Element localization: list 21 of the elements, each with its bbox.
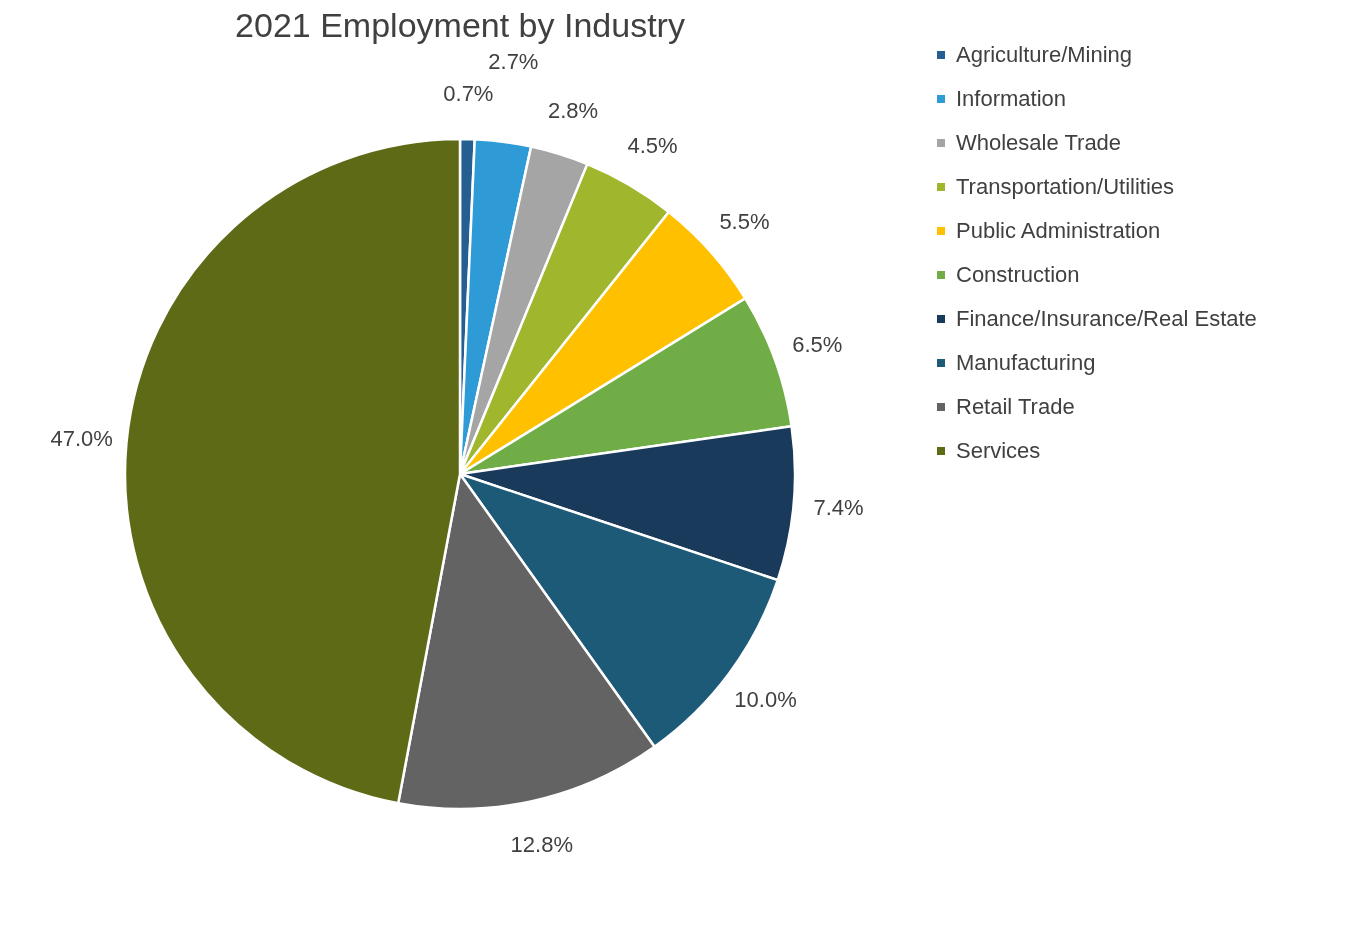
- legend-label: Services: [956, 438, 1041, 463]
- data-label: 2.7%: [488, 49, 539, 75]
- data-label: 12.8%: [510, 832, 573, 858]
- legend-label: Information: [956, 86, 1067, 111]
- data-label: 5.5%: [719, 209, 770, 235]
- legend-label: Wholesale Trade: [956, 130, 1122, 155]
- data-label: 7.4%: [813, 495, 864, 521]
- legend-label: Construction: [956, 262, 1080, 287]
- data-label: 4.5%: [627, 133, 678, 159]
- data-label: 2.8%: [547, 98, 599, 124]
- chart-title: 2021 Employment by Industry: [235, 6, 685, 44]
- legend-label: Transportation/Utilities: [956, 174, 1175, 199]
- data-label: 10.0%: [734, 686, 797, 712]
- legend-label: Manufacturing: [956, 350, 1096, 375]
- legend-label: Public Administration: [956, 218, 1161, 243]
- legend-label: Finance/Insurance/Real Estate: [956, 306, 1257, 331]
- legend-label: Agriculture/Mining: [956, 42, 1133, 67]
- data-label: 6.5%: [792, 331, 843, 357]
- data-label: 47.0%: [50, 425, 113, 451]
- legend-label: Retail Trade: [956, 394, 1075, 419]
- data-label: 0.7%: [443, 81, 494, 107]
